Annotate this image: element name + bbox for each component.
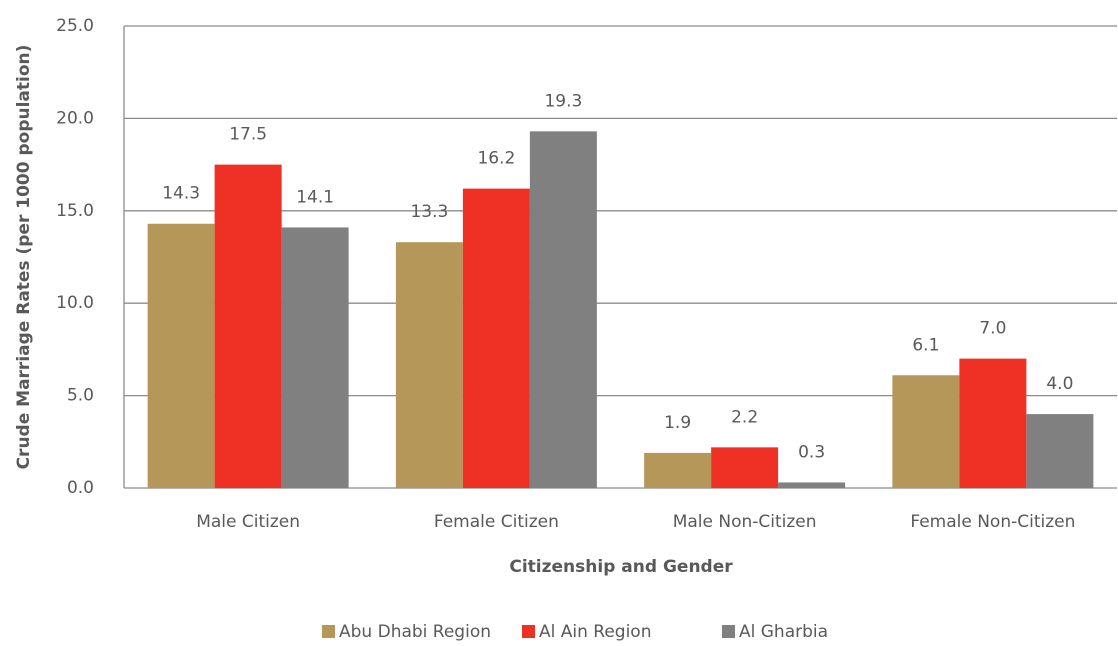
bar	[395, 242, 463, 488]
data-label: 7.0	[979, 319, 1006, 339]
bar	[778, 482, 846, 488]
y-axis-title: Crude Marriage Rates (per 1000 populatio…	[14, 45, 34, 470]
x-axis-title: Citizenship and Gender	[509, 557, 733, 577]
legend-label: Al Gharbia	[739, 622, 828, 642]
y-tick-label: 5.0	[67, 386, 94, 406]
y-tick-label: 0.0	[67, 478, 94, 498]
data-label: 4.0	[1046, 374, 1073, 394]
data-label: 16.2	[477, 149, 515, 169]
bar	[529, 131, 597, 488]
bar	[462, 188, 530, 488]
x-tick-label: Male Non-Citizen	[673, 512, 817, 532]
data-label: 6.1	[912, 335, 939, 355]
legend-label: Al Ain Region	[539, 622, 651, 642]
y-tick-label: 15.0	[56, 201, 94, 221]
data-label: 17.5	[229, 125, 267, 145]
x-tick-label: Male Citizen	[196, 512, 300, 532]
legend-label: Abu Dhabi Region	[339, 622, 491, 642]
bar	[281, 227, 349, 488]
bar	[1026, 414, 1094, 488]
data-label: 19.3	[544, 91, 582, 111]
y-tick-label: 10.0	[56, 293, 94, 313]
legend-swatch	[322, 625, 335, 638]
x-tick-label: Female Citizen	[434, 512, 559, 532]
y-tick-label: 25.0	[56, 16, 94, 36]
y-tick-label: 20.0	[56, 108, 94, 128]
bar	[892, 375, 960, 488]
data-label: 13.3	[410, 202, 448, 222]
x-tick-label: Female Non-Citizen	[910, 512, 1075, 532]
data-label: 14.3	[162, 184, 200, 204]
data-label: 1.9	[664, 413, 691, 433]
data-label: 14.1	[296, 187, 334, 207]
legend-swatch	[722, 625, 735, 638]
legend-swatch	[522, 625, 535, 638]
data-label: 0.3	[798, 442, 825, 462]
bar	[644, 452, 712, 488]
bar	[959, 358, 1027, 488]
bar	[214, 164, 282, 488]
bar	[711, 447, 779, 488]
bar	[147, 223, 215, 488]
data-label: 2.2	[731, 407, 758, 427]
